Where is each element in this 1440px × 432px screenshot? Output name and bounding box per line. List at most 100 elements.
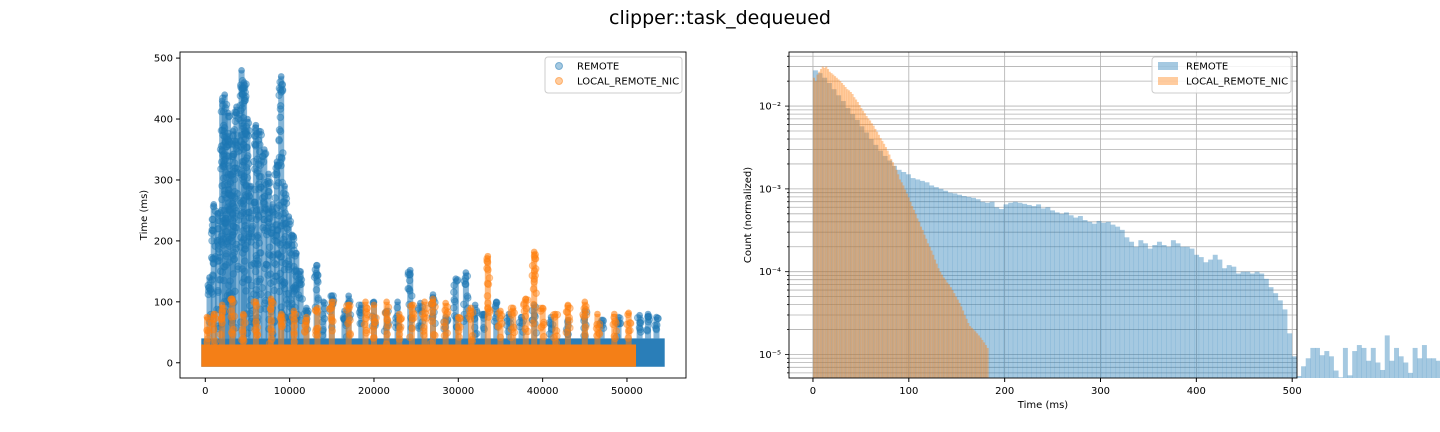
scatter-point (240, 337, 248, 345)
scatter-point (210, 310, 218, 318)
histogram-bar (918, 221, 921, 378)
histogram-bar (1026, 204, 1032, 378)
scatter-point (280, 198, 288, 206)
scatter-point (612, 327, 621, 335)
histogram-bar (994, 207, 1000, 378)
scatter-point (276, 127, 285, 136)
scatter-point (582, 310, 591, 319)
histogram-bar (961, 196, 967, 378)
histogram-bar (1315, 347, 1320, 378)
histogram-bar (881, 140, 884, 378)
scatter-point (252, 318, 260, 326)
scatter-point (211, 337, 220, 346)
histogram-bar (1166, 246, 1172, 378)
scatter-point (461, 280, 470, 288)
histogram-bar (1324, 351, 1330, 378)
scatter-point (484, 313, 493, 321)
scatter-point (462, 269, 470, 276)
scatter-point (241, 96, 249, 105)
scatter-spike (320, 301, 327, 339)
scatter-point (245, 208, 254, 217)
scatter-point (245, 197, 254, 205)
histogram-bar (980, 201, 986, 378)
scatter-point (456, 323, 464, 332)
histogram-bar (930, 250, 933, 378)
histogram-bar (1412, 347, 1418, 378)
scatter-point (290, 241, 298, 249)
scatter-point (484, 280, 493, 289)
scatter-point (346, 329, 355, 338)
scatter-point (271, 170, 279, 179)
scatter-spike (430, 298, 436, 345)
histogram-bar (860, 107, 863, 378)
scatter-point (483, 264, 491, 273)
scatter-point (626, 319, 635, 328)
scatter-point (529, 285, 538, 293)
scatter-legend-label: LOCAL_REMOTE_NIC (577, 77, 679, 88)
scatter-point (301, 322, 310, 330)
histogram-legend-swatch (1158, 77, 1178, 85)
scatter-spike (229, 298, 236, 345)
scatter-spike (278, 76, 285, 339)
scatter-point (484, 299, 492, 308)
scatter-point (406, 333, 414, 342)
scatter-spike (645, 314, 652, 339)
scatter-point (540, 318, 548, 327)
scatter-point (267, 317, 276, 325)
scatter-point (539, 304, 546, 312)
scatter-point (218, 318, 226, 327)
scatter-point (408, 324, 416, 333)
scatter-point (227, 328, 236, 337)
scatter-point (429, 295, 437, 303)
scatter-point (261, 146, 268, 153)
histogram-bar (1431, 358, 1437, 378)
scatter-point (346, 331, 354, 339)
histogram-bar (1050, 210, 1055, 378)
scatter-point (405, 285, 414, 293)
histogram-bar (1184, 246, 1190, 378)
histogram-bar (1245, 271, 1251, 378)
scatter-point (611, 334, 619, 343)
scatter-point (623, 320, 631, 329)
scatter-point (522, 295, 530, 303)
scatter-point (431, 331, 439, 340)
scatter-point (626, 326, 634, 335)
scatter-point (210, 201, 218, 208)
histogram-bar (933, 187, 939, 378)
histogram-bar (1115, 226, 1121, 378)
scatter-point (521, 312, 530, 321)
scatter-spike (278, 314, 285, 345)
scatter-point (468, 337, 477, 346)
histogram-bar (884, 147, 887, 378)
histogram-bar (849, 91, 852, 378)
scatter-point (230, 175, 239, 184)
scatter-point (231, 204, 239, 212)
histogram-bar (1170, 240, 1176, 378)
scatter-point (498, 319, 506, 328)
histogram-bar (956, 299, 959, 378)
histogram-bar (837, 79, 840, 378)
scatter-point (312, 286, 321, 294)
scatter-point (528, 261, 537, 270)
scatter-point (363, 311, 372, 319)
scatter-point (241, 88, 250, 97)
scatter-spike (221, 94, 228, 339)
histogram-bar (832, 74, 835, 379)
histogram-panel: 0 100 200 300 400 500 10⁻⁵ 10⁻⁴ 10⁻³ 10⁻² Time (m… (743, 51, 1440, 411)
histogram-bar (928, 246, 931, 378)
histogram-bar (1156, 241, 1162, 378)
histogram-grid (789, 52, 1297, 378)
histogram-bar (905, 193, 908, 378)
histogram-bar (916, 218, 919, 378)
scatter-point (266, 178, 274, 187)
scatter-point (611, 310, 618, 318)
histogram-xtick-label: 300 (1091, 386, 1110, 397)
histogram-bar (826, 83, 832, 378)
scatter-spike (417, 303, 424, 339)
scatter-point (522, 304, 531, 313)
scatter-point (442, 299, 449, 307)
histogram-bar (1426, 358, 1432, 378)
histogram-bar (1087, 221, 1093, 378)
scatter-point (283, 225, 292, 234)
scatter-point (265, 187, 273, 196)
